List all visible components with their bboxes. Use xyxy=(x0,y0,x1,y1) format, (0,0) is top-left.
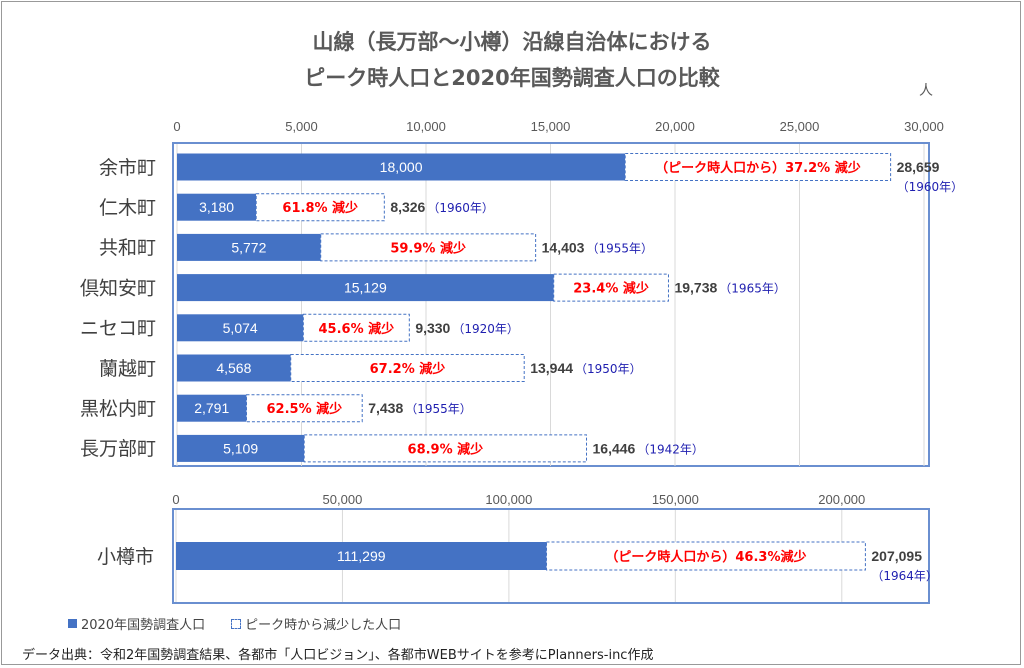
towns-category-label: 蘭越町 xyxy=(99,358,156,380)
otaru-tick-label: 200,000 xyxy=(818,492,865,507)
towns-decline-label: 45.6% 減少 xyxy=(319,321,395,337)
towns-decline-label: 67.2% 減少 xyxy=(370,361,446,377)
towns-bar-2020 xyxy=(177,153,626,181)
towns-bar-2020-label: 15,129 xyxy=(344,280,387,296)
towns-tick-label: 15,000 xyxy=(531,119,571,134)
towns-tick-label: 20,000 xyxy=(655,119,695,134)
towns-category-label: ニセコ町 xyxy=(80,318,156,340)
otaru-tick-label: 150,000 xyxy=(652,492,699,507)
towns-tick-label: 5,000 xyxy=(285,119,318,134)
otaru-tick-label: 50,000 xyxy=(323,492,363,507)
towns-category-label: 黒松内町 xyxy=(80,398,156,420)
towns-bar-2020 xyxy=(177,314,304,342)
towns-bar-decline xyxy=(290,354,525,382)
chart-title-line2: ピーク時人口と2020年国勢調査人口の比較 xyxy=(304,66,720,90)
legend-item-2020: 2020年国勢調査人口 xyxy=(68,614,205,633)
otaru-bar-2020 xyxy=(176,542,547,570)
towns-peak-year-label: （1965年） xyxy=(719,282,786,296)
towns-bar-2020-label: 2,791 xyxy=(194,400,229,416)
towns-bar-2020-label: 5,074 xyxy=(223,320,258,336)
otaru-peak-value-label: 207,095 xyxy=(871,548,922,564)
towns-peak-year-label: （1960年） xyxy=(427,201,494,215)
towns-bar-2020-label: 5,772 xyxy=(231,239,266,255)
towns-peak-year-label: （1955年） xyxy=(586,241,653,255)
unit-label: 人 xyxy=(919,83,933,99)
legend-label-2020: 2020年国勢調査人口 xyxy=(81,618,206,633)
towns-peak-value-label: 14,403 xyxy=(542,239,585,255)
towns-bar-decline xyxy=(624,153,892,181)
towns-peak-value-label: 7,438 xyxy=(368,400,403,416)
towns-bar-2020 xyxy=(177,434,305,462)
towns-bar-2020-label: 18,000 xyxy=(380,159,423,175)
towns-peak-value-label: 19,738 xyxy=(674,280,717,296)
towns-category-label: 長万部町 xyxy=(80,438,156,460)
otaru-decline-label: （ピーク時人口から）46.3%減少 xyxy=(605,549,806,565)
towns-peak-value-label: 13,944 xyxy=(530,360,573,376)
towns-bar-decline xyxy=(303,434,588,463)
otaru-category-label: 小樽市 xyxy=(97,546,154,568)
towns-decline-label: 23.4% 減少 xyxy=(573,281,649,297)
source-note: データ出典：令和2年国勢調査結果、各都市「人口ビジョン」、各都市WEBサイトを参… xyxy=(22,648,654,663)
chart-title-line1: 山線（長万部～小樽）沿線自治体における xyxy=(312,30,712,54)
legend-item-decline: ピーク時から減少した人口 xyxy=(231,614,401,633)
towns-tick-label: 25,000 xyxy=(780,119,820,134)
towns-peak-value-label: 28,659 xyxy=(897,159,940,175)
otaru-tick-label: 0 xyxy=(172,492,179,507)
otaru-bar-2020-label: 111,299 xyxy=(337,548,386,564)
towns-bar-2020 xyxy=(177,274,554,302)
towns-bar-2020 xyxy=(177,233,321,261)
towns-decline-label: 62.5% 減少 xyxy=(267,401,343,417)
towns-tick-label: 30,000 xyxy=(904,119,944,134)
towns-decline-label: 68.9% 減少 xyxy=(408,441,484,457)
towns-bar-decline xyxy=(320,233,537,262)
towns-decline-label: （ピーク時人口から）37.2% 減少 xyxy=(655,160,861,176)
towns-peak-year-label: （1942年） xyxy=(637,442,704,456)
towns-decline-label: 61.8% 減少 xyxy=(282,200,358,216)
towns-peak-year-label: （1960年） xyxy=(897,180,964,194)
towns-peak-year-label: （1920年） xyxy=(452,322,519,336)
towns-peak-value-label: 8,326 xyxy=(390,199,425,215)
towns-peak-year-label: （1955年） xyxy=(405,402,472,416)
towns-bar-2020-label: 4,568 xyxy=(216,360,251,376)
towns-bar-decline xyxy=(245,394,363,423)
legend-label-decline: ピーク時から減少した人口 xyxy=(245,618,402,633)
towns-category-label: 共和町 xyxy=(99,237,156,259)
legend: 2020年国勢調査人口 ピーク時から減少した人口 xyxy=(68,614,401,633)
towns-peak-year-label: （1950年） xyxy=(575,362,642,376)
towns-peak-value-label: 16,446 xyxy=(593,440,636,456)
towns-category-label: 仁木町 xyxy=(99,197,156,219)
towns-tick-label: 0 xyxy=(173,119,180,134)
towns-bar-decline xyxy=(255,193,385,222)
legend-swatch-dashed xyxy=(231,618,242,629)
towns-bar-2020 xyxy=(177,354,291,382)
towns-peak-value-label: 9,330 xyxy=(415,320,450,336)
towns-category-label: 余市町 xyxy=(99,157,156,179)
towns-bar-2020-label: 5,109 xyxy=(223,440,258,456)
otaru-peak-year-label: （1964年） xyxy=(871,569,938,583)
towns-bar-decline xyxy=(553,273,669,302)
otaru-tick-label: 100,000 xyxy=(485,492,532,507)
towns-decline-label: 59.9% 減少 xyxy=(390,240,466,256)
towns-bar-2020 xyxy=(177,193,257,221)
towns-category-label: 倶知安町 xyxy=(80,277,156,299)
towns-tick-label: 10,000 xyxy=(406,119,446,134)
otaru-panel-border xyxy=(172,508,930,604)
otaru-bar-decline xyxy=(546,541,866,571)
towns-bar-decline xyxy=(302,313,410,342)
legend-swatch-solid xyxy=(68,619,77,628)
towns-bar-2020-label: 3,180 xyxy=(199,199,234,215)
towns-bar-2020 xyxy=(177,394,247,422)
